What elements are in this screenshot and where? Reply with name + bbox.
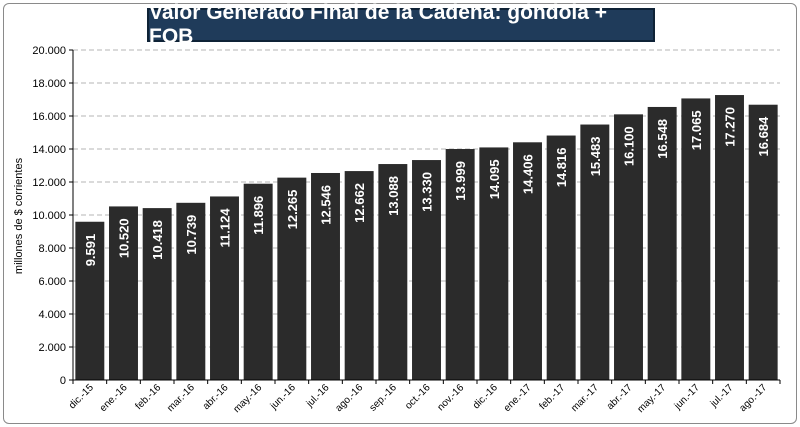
y-tick-label: 14.000 bbox=[32, 144, 66, 156]
bar bbox=[75, 221, 105, 380]
y-tick-label: 2.000 bbox=[38, 342, 66, 354]
bar-value-label: 16.548 bbox=[655, 119, 670, 159]
x-tick-label: may.-16 bbox=[231, 382, 264, 415]
y-axis: 0 2.000 4.000 6.000 8.000 10.000 12.000 14.000 1… bbox=[32, 45, 74, 387]
y-tick-label: 4.000 bbox=[38, 309, 66, 321]
bar-value-label: 17.065 bbox=[689, 110, 704, 150]
y-axis-label: millones de $ corrientes bbox=[13, 157, 25, 274]
bar bbox=[647, 106, 677, 380]
y-tick-label: 16.000 bbox=[32, 111, 66, 123]
x-tick-label: dic.-16 bbox=[471, 382, 500, 411]
bar-value-label: 13.999 bbox=[453, 161, 468, 201]
bar-value-label: 14.406 bbox=[521, 154, 536, 194]
bar bbox=[445, 149, 475, 380]
bar-value-label: 17.270 bbox=[723, 107, 738, 147]
bar bbox=[142, 208, 172, 380]
bar-value-label: 10.418 bbox=[150, 220, 165, 260]
x-tick-label: mar.-16 bbox=[165, 382, 197, 414]
x-tick-label: ene.-16 bbox=[98, 382, 130, 414]
y-tick-label: 8.000 bbox=[38, 243, 66, 255]
bar-value-label: 11.124 bbox=[218, 208, 233, 248]
x-tick-label: feb.-17 bbox=[537, 382, 567, 412]
x-tick-label: mar.-17 bbox=[569, 382, 601, 414]
x-tick-label: ago.-16 bbox=[334, 382, 366, 414]
bar-value-label: 14.816 bbox=[554, 148, 569, 188]
bar-value-label: 13.088 bbox=[386, 176, 401, 216]
bar bbox=[311, 172, 340, 380]
bar bbox=[277, 177, 307, 380]
x-tick-label: ene.-17 bbox=[502, 382, 534, 414]
x-tick-label: sep.-16 bbox=[368, 382, 400, 414]
y-tick-label: 6.000 bbox=[38, 276, 66, 288]
y-tick-label: 10.000 bbox=[32, 210, 66, 222]
bar bbox=[715, 95, 744, 381]
bar bbox=[681, 98, 711, 381]
bars: 9.591 10.520 10.418 10.739 11.124 11.896 12.26… bbox=[75, 95, 778, 381]
bar bbox=[546, 135, 576, 380]
bar bbox=[176, 202, 206, 380]
y-tick-label: 12.000 bbox=[32, 177, 66, 189]
x-axis: dic.-15 ene.-16 feb.-16 mar.-16 abr.-16 may.-… bbox=[67, 379, 781, 415]
bar-value-label: 9.591 bbox=[83, 234, 98, 267]
chart-title: Valor Generado Final de la Cadena: góndo… bbox=[147, 1, 655, 48]
bar-value-label: 11.896 bbox=[251, 196, 266, 235]
x-tick-label: abr.-17 bbox=[605, 382, 635, 412]
bar bbox=[210, 196, 239, 380]
bar-value-label: 14.095 bbox=[487, 159, 502, 199]
bar bbox=[748, 104, 778, 381]
x-tick-label: jun.-17 bbox=[672, 382, 702, 412]
bar-value-label: 10.520 bbox=[117, 218, 132, 258]
bar bbox=[378, 164, 408, 380]
bar-value-label: 16.100 bbox=[622, 126, 637, 166]
bar bbox=[580, 124, 610, 380]
x-tick-label: ago.-17 bbox=[738, 382, 770, 414]
bar-value-label: 10.739 bbox=[184, 215, 199, 255]
x-tick-label: dic.-15 bbox=[67, 382, 96, 411]
bar bbox=[513, 142, 542, 380]
bar bbox=[109, 206, 138, 380]
bar-value-label: 12.546 bbox=[319, 185, 334, 225]
y-tick-label: 20.000 bbox=[32, 45, 66, 57]
x-tick-label: feb.-16 bbox=[133, 382, 163, 412]
x-tick-label: may.-17 bbox=[635, 382, 668, 415]
bar bbox=[614, 114, 643, 380]
x-tick-label: abr.-16 bbox=[201, 382, 231, 412]
x-tick-label: oct.-16 bbox=[403, 382, 433, 412]
bar-value-label: 13.330 bbox=[420, 172, 435, 212]
y-tick-label: 18.000 bbox=[32, 78, 66, 90]
bar bbox=[412, 160, 441, 380]
y-tick-label: 0 bbox=[60, 375, 66, 387]
bar bbox=[344, 171, 374, 380]
x-tick-label: nov.-16 bbox=[435, 382, 466, 413]
bar-value-label: 12.265 bbox=[285, 190, 300, 230]
x-tick-label: jul.-17 bbox=[708, 382, 736, 410]
bar bbox=[479, 147, 509, 380]
bar-value-label: 12.662 bbox=[352, 183, 367, 223]
x-tick-label: jul.-16 bbox=[304, 382, 332, 410]
x-tick-label: jun.-16 bbox=[268, 382, 298, 412]
bar bbox=[243, 183, 273, 380]
bar-value-label: 15.483 bbox=[588, 137, 603, 177]
bar-value-label: 16.684 bbox=[756, 116, 771, 157]
